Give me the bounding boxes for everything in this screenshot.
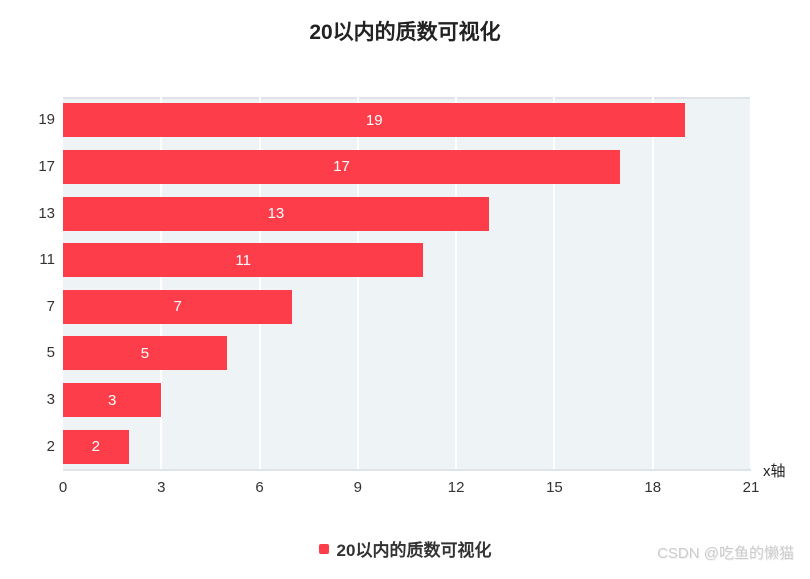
gridline (553, 97, 556, 470)
gridline (356, 97, 359, 470)
bar-value-label: 17 (333, 158, 350, 176)
bar[interactable]: 19 (63, 103, 686, 138)
y-axis-label: 19 (38, 111, 55, 129)
y-axis-label: 2 (46, 437, 55, 455)
bar-value-label: 13 (267, 205, 285, 223)
x-axis-line (63, 469, 751, 471)
bar[interactable]: 7 (63, 289, 293, 324)
y-axis-label: 3 (46, 391, 55, 409)
x-axis-tick-label: 21 (742, 479, 760, 496)
y-axis-label: 5 (46, 344, 55, 362)
gridline (160, 97, 163, 470)
bar[interactable]: 11 (63, 243, 424, 278)
gridline (651, 97, 654, 470)
bar[interactable]: 5 (63, 336, 227, 371)
bar-value-label: 11 (235, 251, 251, 269)
x-axis-tick-label: 0 (58, 479, 68, 496)
bar-value-label: 5 (140, 344, 150, 362)
bar-value-label: 2 (91, 438, 100, 456)
bar-value-label: 7 (173, 298, 182, 316)
bar[interactable]: 3 (63, 383, 162, 418)
plot-top-border (63, 97, 751, 99)
chart-title: 20以内的质数可视化 (309, 21, 501, 44)
legend-label: 20以内的质数可视化 (336, 541, 492, 560)
bar[interactable]: 13 (63, 196, 489, 231)
bar-value-label: 19 (365, 111, 383, 129)
y-axis-label: 7 (46, 297, 55, 315)
bar[interactable]: 17 (63, 149, 620, 184)
watermark: CSDN @吃鱼的懒猫 (657, 545, 794, 562)
x-axis-tick-label: 15 (546, 479, 563, 496)
x-axis-tick-label: 6 (255, 479, 264, 496)
x-axis-tick-label: 3 (157, 479, 166, 496)
y-axis-label: 17 (38, 157, 55, 175)
bar[interactable]: 2 (63, 429, 129, 464)
x-axis-tick-label: 12 (447, 479, 465, 496)
y-axis-label: 13 (38, 204, 55, 222)
bar-value-label: 3 (107, 391, 117, 409)
legend-item[interactable]: 20以内的质数可视化 (0, 536, 810, 561)
x-axis-tick-label: 18 (644, 479, 662, 496)
gridline (455, 97, 458, 470)
gridline (750, 97, 752, 470)
x-axis-title: x轴 (763, 463, 786, 480)
x-axis-tick-label: 9 (353, 479, 363, 496)
y-axis-label: 11 (39, 251, 55, 269)
gridline (258, 97, 261, 470)
legend-marker-icon (318, 543, 329, 554)
